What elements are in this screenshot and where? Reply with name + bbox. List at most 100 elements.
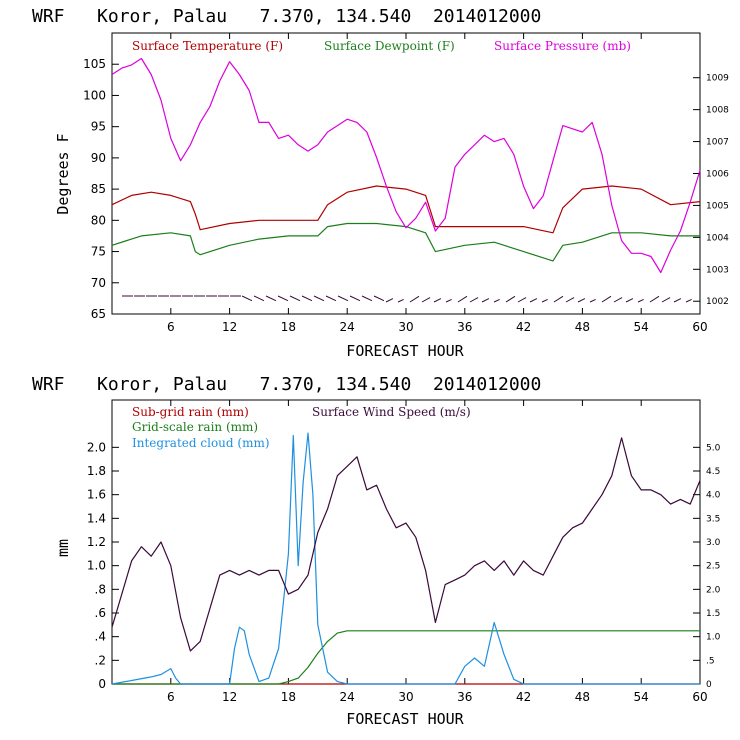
wind-barb — [505, 295, 516, 303]
top-y-tick-label: 105 — [83, 57, 106, 71]
series-line-integrated-cloud-mm — [111, 432, 700, 685]
wind-barb — [637, 298, 644, 303]
wind-barb — [361, 295, 373, 302]
top-plot-frame — [111, 32, 701, 315]
wind-barb — [337, 295, 349, 302]
bottom-series — [111, 432, 701, 685]
wind-barb — [649, 295, 660, 303]
bottom-chart: WRF Koror, Palau 7.370, 134.540 20140120… — [32, 374, 721, 728]
bottom-y2-tick-label: 1.5 — [706, 609, 720, 619]
top-x-tick-label: 18 — [281, 320, 296, 334]
bottom-y-tick-label: 1.8 — [87, 464, 106, 478]
bottom-y2-tick-label: .5 — [706, 656, 715, 666]
wind-barb — [565, 297, 575, 303]
legend-surface-pressure: Surface Pressure (mb) — [494, 39, 631, 53]
top-y-tick-label: 100 — [83, 88, 106, 102]
wind-barb — [385, 298, 394, 303]
bottom-x-tick-label: 24 — [340, 690, 355, 704]
legend-subgrid-rain: Sub-grid rain (mm) — [132, 405, 249, 419]
wind-barb — [589, 298, 596, 303]
top-x-tick-label: 30 — [398, 320, 413, 334]
top-y-tick-label: 90 — [91, 151, 106, 165]
top-y2-tick-label: 1008 — [706, 106, 729, 116]
wind-barb — [445, 298, 452, 303]
top-x-tick-label: 48 — [575, 320, 590, 334]
top-y2-tick-label: 1005 — [706, 201, 729, 211]
wind-barb — [421, 297, 431, 303]
bottom-y2-tick-label: 5.0 — [706, 443, 721, 453]
top-chart: WRF Koror, Palau 7.370, 134.540 20140120… — [32, 6, 729, 360]
bottom-y-tick-label: 0 — [98, 677, 106, 691]
top-x-tick-label: 42 — [516, 320, 531, 334]
top-y-tick-label: 85 — [91, 182, 106, 196]
top-x-tick-label: 54 — [634, 320, 649, 334]
series-line-surface-dewpoint-f — [111, 222, 700, 262]
bottom-y-axis-label: mm — [54, 539, 72, 557]
series-line-grid-scale-rain-mm — [112, 630, 700, 685]
top-x-tick-label: 24 — [340, 320, 355, 334]
top-x-tick-label: 36 — [457, 320, 472, 334]
bottom-y-tick-label: .8 — [95, 582, 106, 596]
top-y-axis-label: Degrees F — [54, 133, 72, 214]
top-y2-tick-label: 1007 — [706, 138, 729, 148]
wind-barb — [265, 295, 277, 302]
top-series — [111, 57, 701, 274]
wind-barbs — [122, 295, 692, 303]
top-axes: 6 12 18 24 30 36 42 48 54 60 65 70 75 80 85 90 95 100 105 1… — [83, 33, 729, 334]
legend-grid-scale-rain: Grid-scale rain (mm) — [132, 420, 258, 434]
wind-barb — [253, 295, 265, 302]
top-y-tick-label: 65 — [91, 307, 106, 321]
wind-barb — [301, 295, 313, 302]
wind-barb — [541, 298, 548, 303]
wind-barb — [673, 298, 682, 303]
bottom-y-tick-label: 1.6 — [87, 488, 106, 502]
wind-barb — [553, 295, 564, 303]
top-y-tick-label: 80 — [91, 213, 106, 227]
wind-barb — [613, 297, 623, 303]
bottom-y2-tick-label: 2.0 — [706, 585, 721, 595]
bottom-y-tick-label: 1.2 — [87, 535, 106, 549]
wind-barb — [313, 295, 325, 302]
legend-integrated-cloud: Integrated cloud (mm) — [132, 436, 270, 450]
bottom-x-tick-label: 12 — [222, 690, 237, 704]
bottom-x-axis-label: FORECAST HOUR — [346, 710, 464, 728]
legend-surface-dewpoint: Surface Dewpoint (F) — [324, 39, 455, 53]
top-x-axis-label: FORECAST HOUR — [346, 342, 464, 360]
bottom-y2-tick-label: 2.5 — [706, 562, 720, 572]
top-y2-tick-label: 1009 — [706, 74, 729, 84]
wind-barb — [433, 298, 442, 303]
legend-surface-temperature: Surface Temperature (F) — [132, 39, 283, 53]
bottom-y2-tick-label: 1.0 — [706, 633, 721, 643]
bottom-y2-tick-label: 4.5 — [706, 467, 720, 477]
wind-barb — [469, 297, 479, 303]
series-line-surface-temperature-f — [111, 185, 701, 234]
bottom-y2-tick-label: 4.0 — [706, 491, 721, 501]
wind-barb — [397, 298, 404, 303]
wind-barb — [457, 295, 468, 303]
bottom-y2-tick-label: 3.0 — [706, 538, 721, 548]
wind-barb — [625, 298, 634, 303]
wind-barb — [481, 298, 490, 303]
wind-barb — [349, 295, 361, 302]
top-x-tick-label: 60 — [692, 320, 707, 334]
series-line-surface-wind-speed-m-s — [111, 437, 701, 652]
top-y-tick-label: 75 — [91, 245, 106, 259]
wind-barb — [685, 298, 692, 303]
top-y2-tick-label: 1006 — [706, 170, 729, 180]
bottom-x-tick-label: 30 — [398, 690, 413, 704]
top-x-tick-label: 6 — [167, 320, 175, 334]
wind-barb — [409, 295, 420, 303]
bottom-x-tick-label: 48 — [575, 690, 590, 704]
top-y-tick-label: 95 — [91, 120, 106, 134]
bottom-x-tick-label: 54 — [634, 690, 649, 704]
series-line-surface-pressure-mb — [111, 57, 701, 274]
wind-barb — [289, 295, 301, 302]
top-x-tick-label: 12 — [222, 320, 237, 334]
top-chart-title: WRF Koror, Palau 7.370, 134.540 20140120… — [32, 6, 541, 27]
wind-barb — [493, 298, 500, 303]
bottom-y2-tick-label: 0 — [706, 680, 712, 690]
bottom-y-tick-label: .6 — [95, 606, 106, 620]
bottom-y-tick-label: 2.0 — [87, 440, 106, 454]
wind-barb — [577, 298, 586, 303]
